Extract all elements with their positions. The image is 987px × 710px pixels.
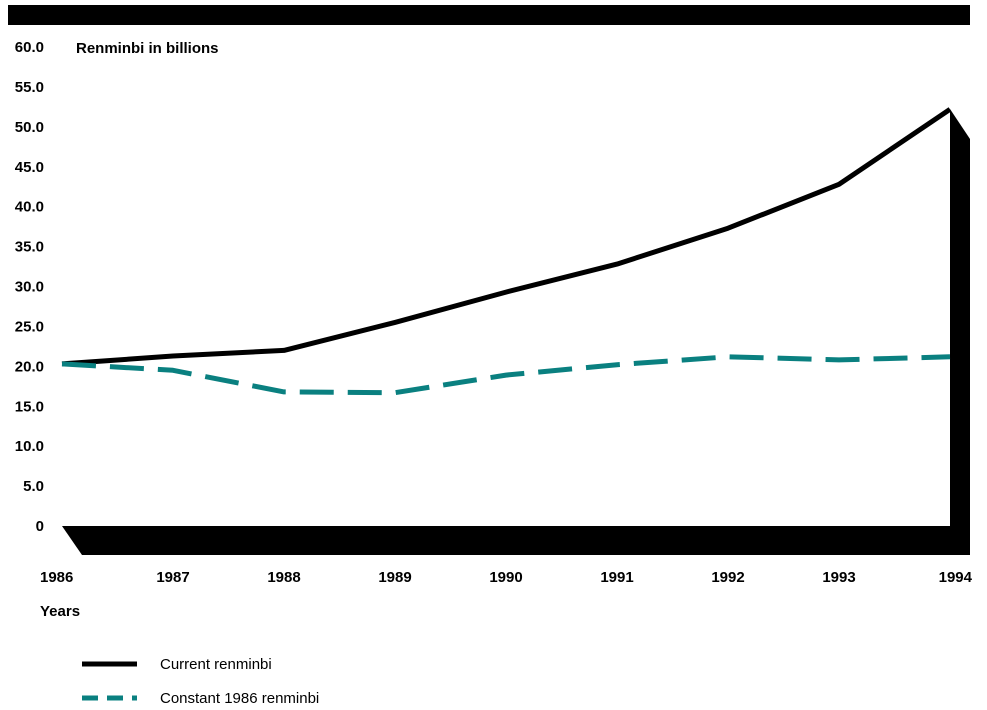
floor-3d [62,526,970,555]
series-line-constant [61,354,951,396]
x-axis-title: Years [40,603,80,620]
top-bar [8,5,970,25]
y-tick-label: 0 [36,518,44,535]
y-tick-label: 35.0 [15,239,44,256]
series-lines [61,107,952,396]
y-tick-label: 5.0 [23,478,44,495]
x-tick-label: 1986 [40,569,73,586]
legend: Current renminbi Constant 1986 renminbi [82,656,319,707]
x-tick-label: 1991 [600,569,633,586]
x-tick-label: 1992 [711,569,744,586]
y-tick-label: 10.0 [15,438,44,455]
x-tick-label: 1990 [489,569,522,586]
x-tick-label: 1987 [156,569,189,586]
y-tick-label: 45.0 [15,159,44,176]
legend-label: Current renminbi [160,656,272,673]
x-tick-label: 1994 [939,569,973,586]
y-axis-title: Renminbi in billions [76,40,219,57]
x-axis-ticks: 1986 1987 1988 1989 1990 1991 1992 1993 1994 [40,569,973,586]
y-tick-label: 50.0 [15,119,44,136]
x-tick-label: 1993 [822,569,855,586]
y-tick-label: 30.0 [15,279,44,296]
right-wall-3d [950,109,970,555]
series-line-current [61,107,952,367]
y-tick-label: 60.0 [15,39,44,56]
legend-label: Constant 1986 renminbi [160,690,319,707]
x-tick-label: 1989 [378,569,411,586]
y-tick-label: 55.0 [15,79,44,96]
y-axis-ticks: 60.0 55.0 50.0 45.0 40.0 35.0 30.0 25.0 20.0 15.0… [15,39,44,535]
y-tick-label: 15.0 [15,398,44,415]
y-tick-label: 40.0 [15,199,44,216]
y-tick-label: 25.0 [15,318,44,335]
x-tick-label: 1988 [267,569,300,586]
y-tick-label: 20.0 [15,358,44,375]
